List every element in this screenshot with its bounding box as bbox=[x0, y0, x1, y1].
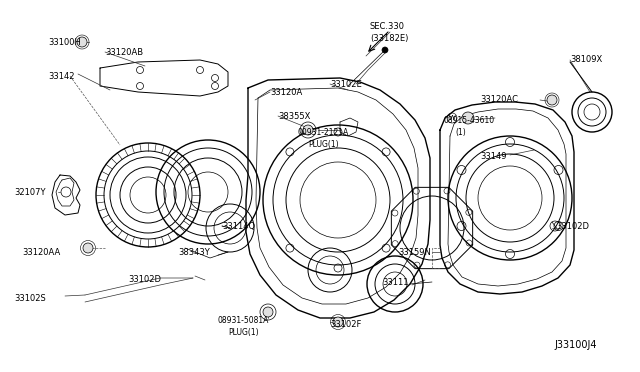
Text: W: W bbox=[449, 115, 456, 121]
Circle shape bbox=[382, 47, 388, 53]
Text: 33120AB: 33120AB bbox=[105, 48, 143, 57]
Text: 08915-43610: 08915-43610 bbox=[443, 116, 494, 125]
Text: 33149: 33149 bbox=[480, 152, 506, 161]
Text: 33142: 33142 bbox=[48, 72, 74, 81]
Text: 33120A: 33120A bbox=[270, 88, 302, 97]
Text: (1): (1) bbox=[455, 128, 466, 137]
Text: 33120AC: 33120AC bbox=[480, 95, 518, 104]
Text: 38343Y: 38343Y bbox=[178, 248, 210, 257]
Text: 32107Y: 32107Y bbox=[14, 188, 45, 197]
Text: PLUG(1): PLUG(1) bbox=[228, 328, 259, 337]
Text: 33102F: 33102F bbox=[330, 320, 362, 329]
Text: 33102D: 33102D bbox=[128, 275, 161, 284]
Text: PLUG(1): PLUG(1) bbox=[308, 140, 339, 149]
Text: 33100H: 33100H bbox=[48, 38, 81, 47]
Text: 33159N: 33159N bbox=[398, 248, 431, 257]
Circle shape bbox=[462, 112, 474, 124]
Text: 00931-2121A: 00931-2121A bbox=[298, 128, 349, 137]
Text: 33102D: 33102D bbox=[556, 222, 589, 231]
Text: 08931-5081A: 08931-5081A bbox=[218, 316, 269, 325]
Text: 33120AA: 33120AA bbox=[22, 248, 60, 257]
Circle shape bbox=[333, 317, 343, 327]
Text: (33182E): (33182E) bbox=[370, 34, 408, 43]
Text: J33100J4: J33100J4 bbox=[554, 340, 596, 350]
Text: 33114Q: 33114Q bbox=[222, 222, 255, 231]
Text: 38109X: 38109X bbox=[570, 55, 602, 64]
Text: 33111: 33111 bbox=[382, 278, 408, 287]
Text: SEC.330: SEC.330 bbox=[370, 22, 405, 31]
Circle shape bbox=[83, 243, 93, 253]
Circle shape bbox=[303, 125, 313, 135]
Text: 33102S: 33102S bbox=[14, 294, 45, 303]
Text: 38355X: 38355X bbox=[278, 112, 310, 121]
Circle shape bbox=[77, 37, 87, 47]
Circle shape bbox=[547, 95, 557, 105]
Text: 33102E: 33102E bbox=[330, 80, 362, 89]
Circle shape bbox=[263, 307, 273, 317]
